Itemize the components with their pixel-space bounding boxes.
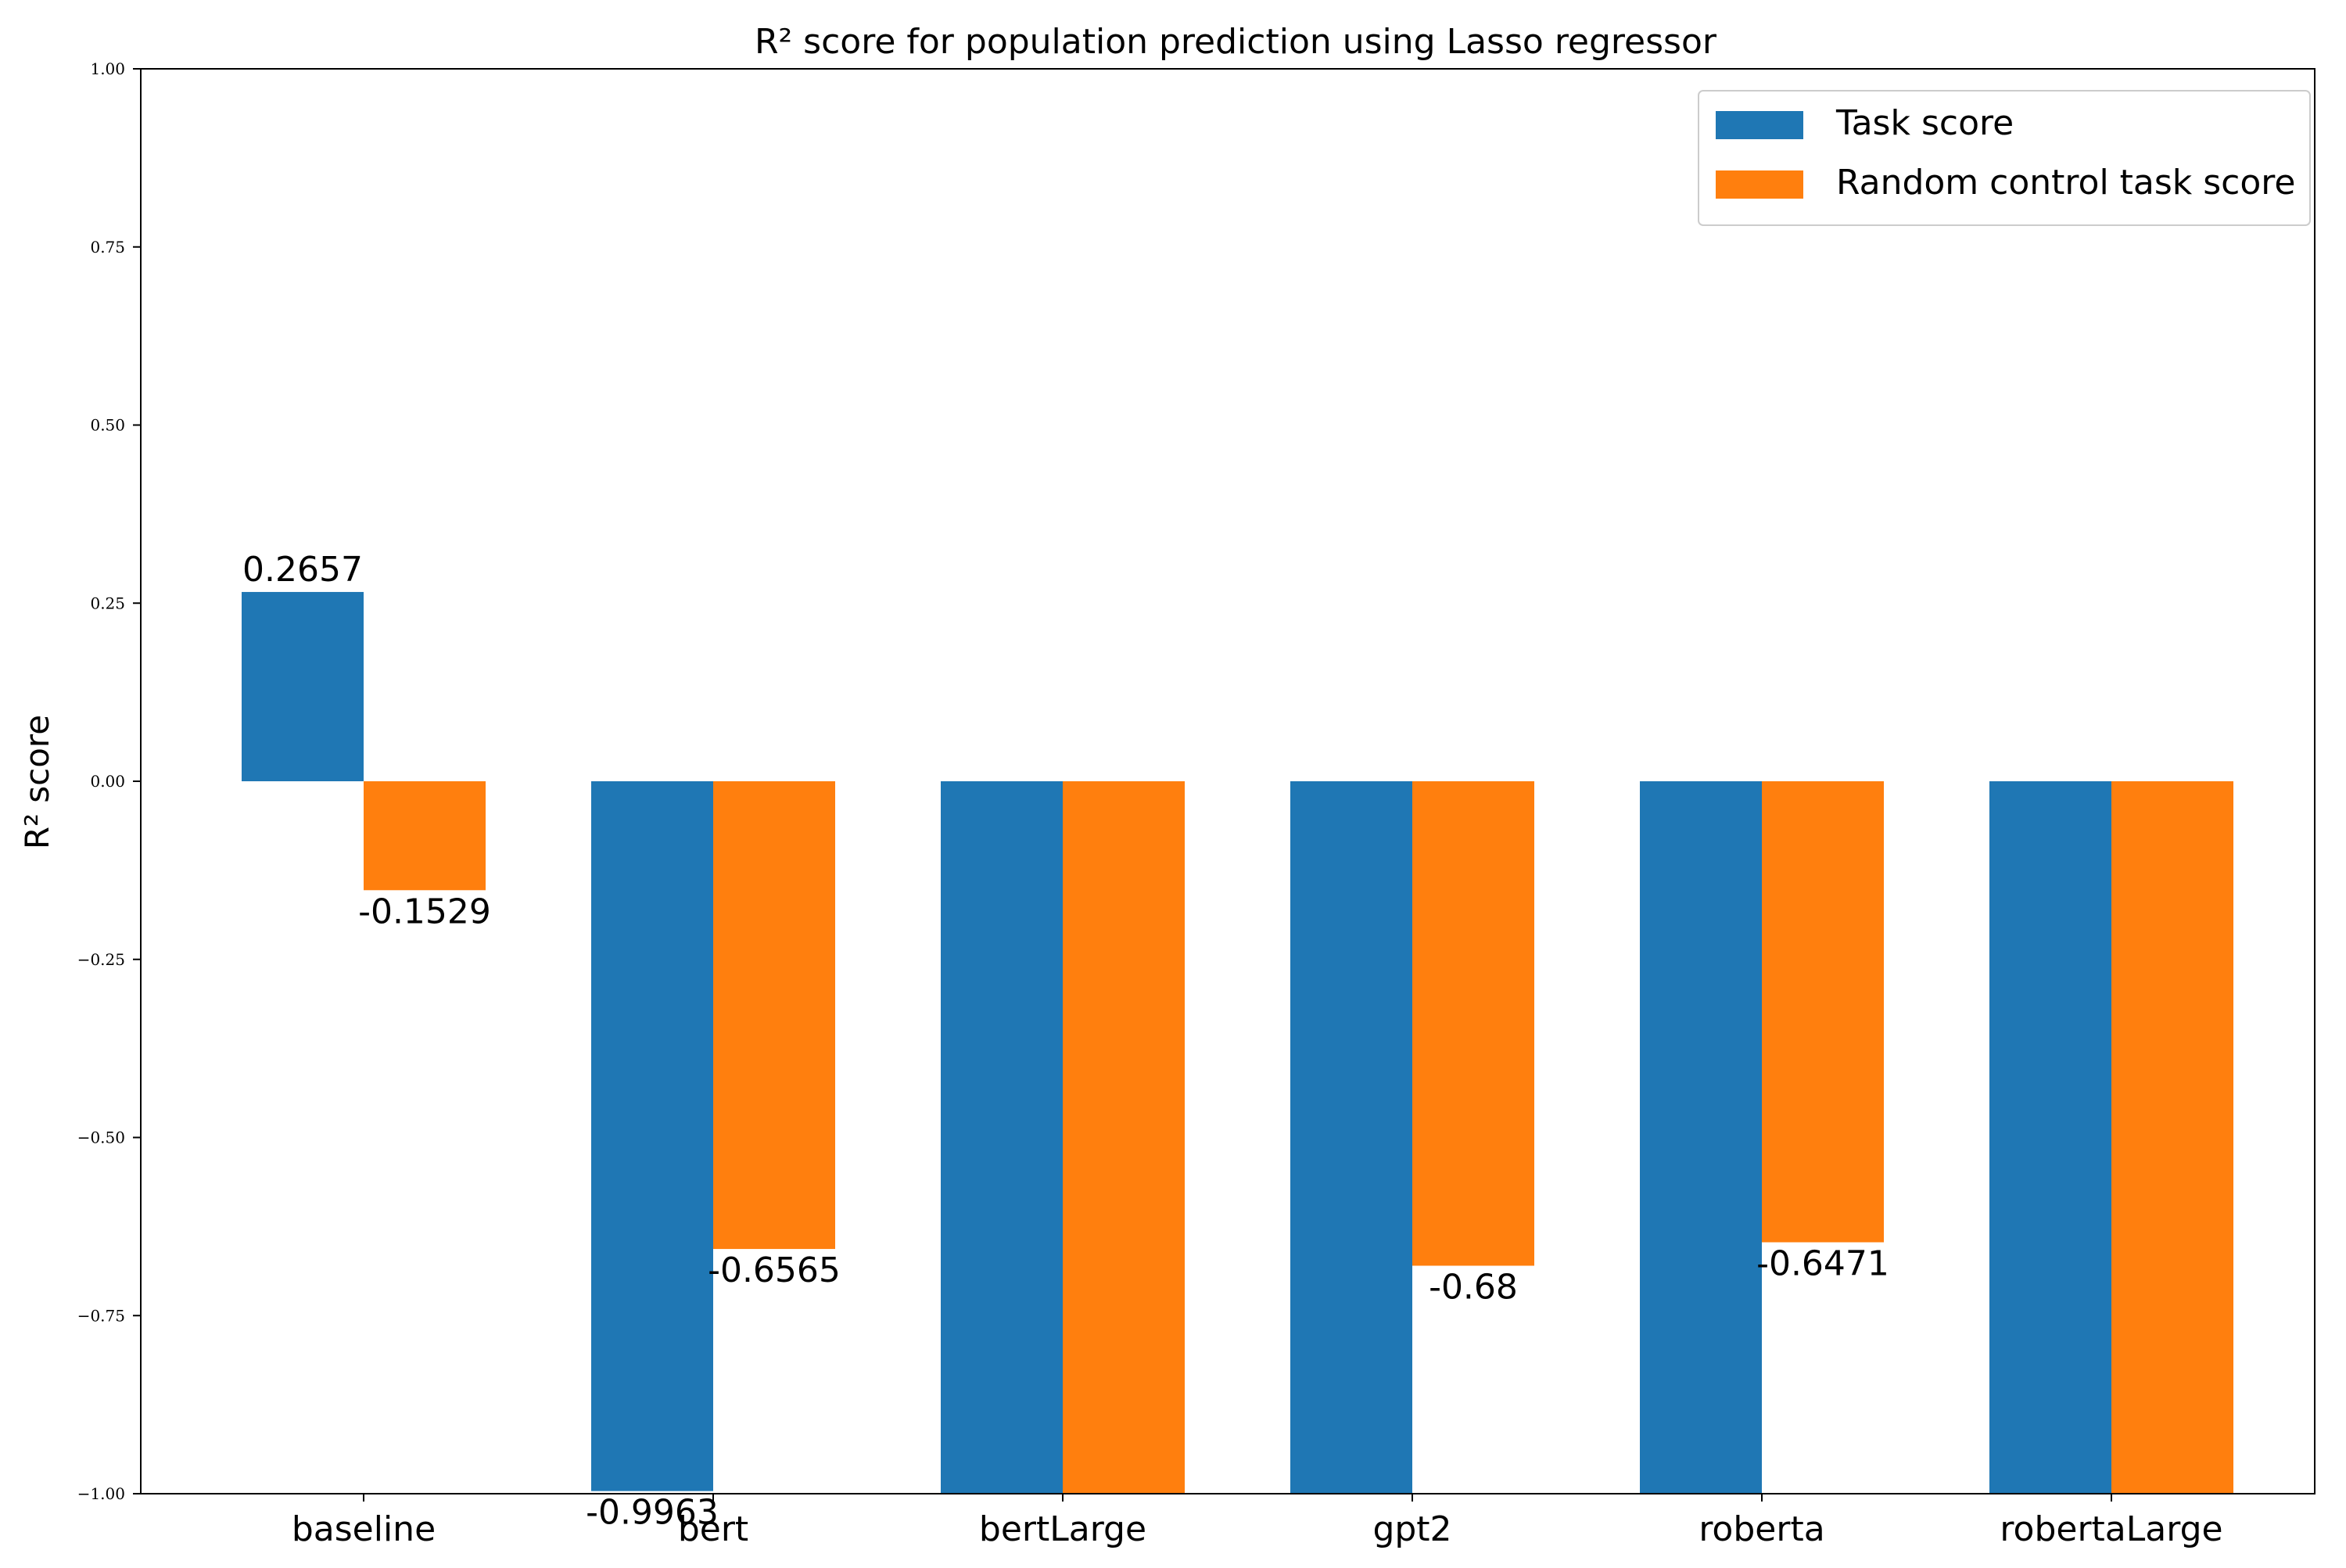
- bar-random-control-task-score-bertLarge: [1063, 781, 1185, 1494]
- y-tick-label: 0.25: [90, 594, 125, 612]
- x-tick-label-roberta: roberta: [1699, 1509, 1824, 1549]
- legend-label-task-score: Task score: [1835, 103, 2014, 143]
- y-tick-label: 0.75: [90, 238, 125, 257]
- legend: Task score Random control task score: [1698, 90, 2311, 226]
- y-tick-label: −0.25: [77, 950, 125, 969]
- y-axis-label: R² score: [18, 715, 56, 849]
- y-tick-label: 1.00: [90, 59, 125, 78]
- bar-task-score-bert: [591, 781, 713, 1491]
- y-tick-label: −0.50: [77, 1128, 125, 1147]
- y-tick-label: −0.75: [77, 1306, 125, 1325]
- x-tick-label-gpt2: gpt2: [1372, 1509, 1451, 1549]
- x-tick-label-bertLarge: bertLarge: [979, 1509, 1146, 1549]
- y-tick-label: −1.00: [77, 1484, 125, 1503]
- bar-random-control-task-score-bert: [713, 781, 835, 1250]
- y-tick-label: 0.50: [90, 416, 125, 435]
- x-tick-label-robertaLarge: robertaLarge: [2000, 1509, 2222, 1549]
- bar-random-control-task-score-gpt2: [1412, 781, 1534, 1266]
- bar-task-score-baseline: [242, 591, 364, 781]
- y-tick-label: 0.00: [90, 772, 125, 791]
- bar-random-control-task-score-roberta: [1762, 781, 1884, 1243]
- data-label-random-control-task-score-gpt2: -0.68: [1429, 1267, 1518, 1307]
- legend-label-random-control-task-score: Random control task score: [1836, 163, 2296, 203]
- bar-task-score-bertLarge: [941, 781, 1063, 1494]
- data-label-task-score-bert: -0.9963: [586, 1493, 719, 1533]
- data-label-random-control-task-score-baseline: -0.1529: [358, 892, 491, 931]
- legend-swatch-task-score: [1716, 111, 1803, 139]
- data-label-random-control-task-score-roberta: -0.6471: [1756, 1244, 1889, 1284]
- bar-task-score-gpt2: [1290, 781, 1412, 1494]
- data-label-task-score-baseline: 0.2657: [242, 550, 363, 590]
- legend-swatch-random-control-task-score: [1716, 170, 1803, 199]
- legend-frame: [1698, 90, 2311, 226]
- plot-area: 0.2657 -0.1529 -0.9963 -0.6565 -0.68 -0.6471 −…: [77, 59, 2316, 1549]
- x-tick-label-baseline: baseline: [292, 1509, 436, 1549]
- bar-task-score-roberta: [1640, 781, 1762, 1494]
- x-tick-label-bert: bert: [678, 1509, 748, 1549]
- bar-random-control-task-score-robertaLarge: [2111, 781, 2233, 1494]
- bar-task-score-robertaLarge: [1989, 781, 2111, 1494]
- chart-title: R² score for population prediction using…: [755, 22, 1717, 62]
- bar-random-control-task-score-baseline: [364, 781, 486, 891]
- data-label-random-control-task-score-bert: -0.6565: [708, 1250, 841, 1290]
